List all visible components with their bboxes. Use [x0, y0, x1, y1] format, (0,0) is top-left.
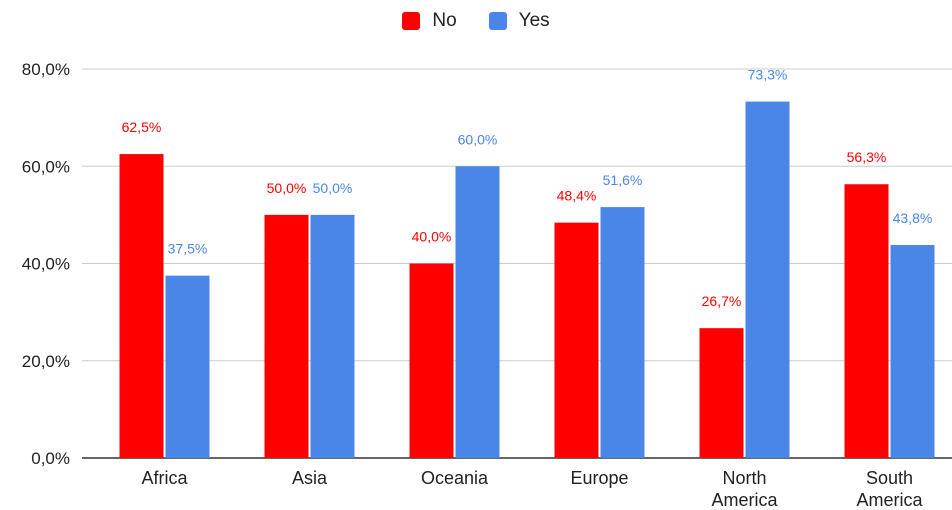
bar-yes [890, 245, 935, 458]
y-tick-label: 80,0% [22, 60, 70, 79]
legend-item-yes: Yes [488, 10, 550, 32]
data-label-yes: 60,0% [458, 131, 498, 147]
legend-swatch-yes [488, 12, 507, 30]
y-tick-label: 40,0% [22, 255, 70, 274]
y-tick-label: 0,0% [31, 449, 70, 468]
x-tick-label: Oceania [421, 468, 489, 488]
bar-no [409, 263, 454, 458]
bar-yes [600, 207, 645, 458]
bar-yes [455, 166, 500, 458]
legend-label-yes: Yes [518, 10, 550, 31]
bar-no [699, 328, 744, 458]
legend-swatch-no [402, 12, 421, 30]
x-tick-label: North [722, 468, 766, 488]
x-tick-label: America [856, 490, 923, 510]
data-label-yes: 50,0% [313, 180, 353, 196]
bar-no [844, 184, 889, 458]
bar-yes [745, 101, 790, 459]
x-tick-label: Asia [292, 468, 328, 488]
data-label-no: 62,5% [122, 119, 162, 135]
x-tick-label: Africa [141, 468, 188, 488]
data-label-no: 50,0% [267, 180, 307, 196]
data-label-no: 26,7% [702, 293, 742, 309]
legend-label-no: No [432, 10, 457, 31]
bar-no [264, 214, 309, 458]
data-label-yes: 43,8% [893, 210, 933, 226]
data-label-yes: 37,5% [168, 241, 208, 257]
y-tick-label: 20,0% [22, 352, 70, 371]
y-tick-label: 60,0% [22, 157, 70, 176]
chart-legend: No Yes [0, 10, 952, 32]
x-tick-label: America [711, 490, 778, 510]
x-tick-label: Europe [570, 468, 628, 488]
data-label-no: 48,4% [557, 188, 597, 204]
bar-no [554, 222, 599, 458]
data-label-yes: 73,3% [748, 67, 788, 83]
bar-yes [165, 275, 210, 458]
data-label-no: 56,3% [847, 149, 887, 165]
data-label-no: 40,0% [412, 229, 452, 245]
data-label-yes: 51,6% [603, 172, 643, 188]
legend-item-no: No [402, 10, 457, 32]
x-tick-label: South [866, 468, 913, 488]
bar-yes [310, 214, 355, 458]
bar-no [119, 154, 164, 458]
